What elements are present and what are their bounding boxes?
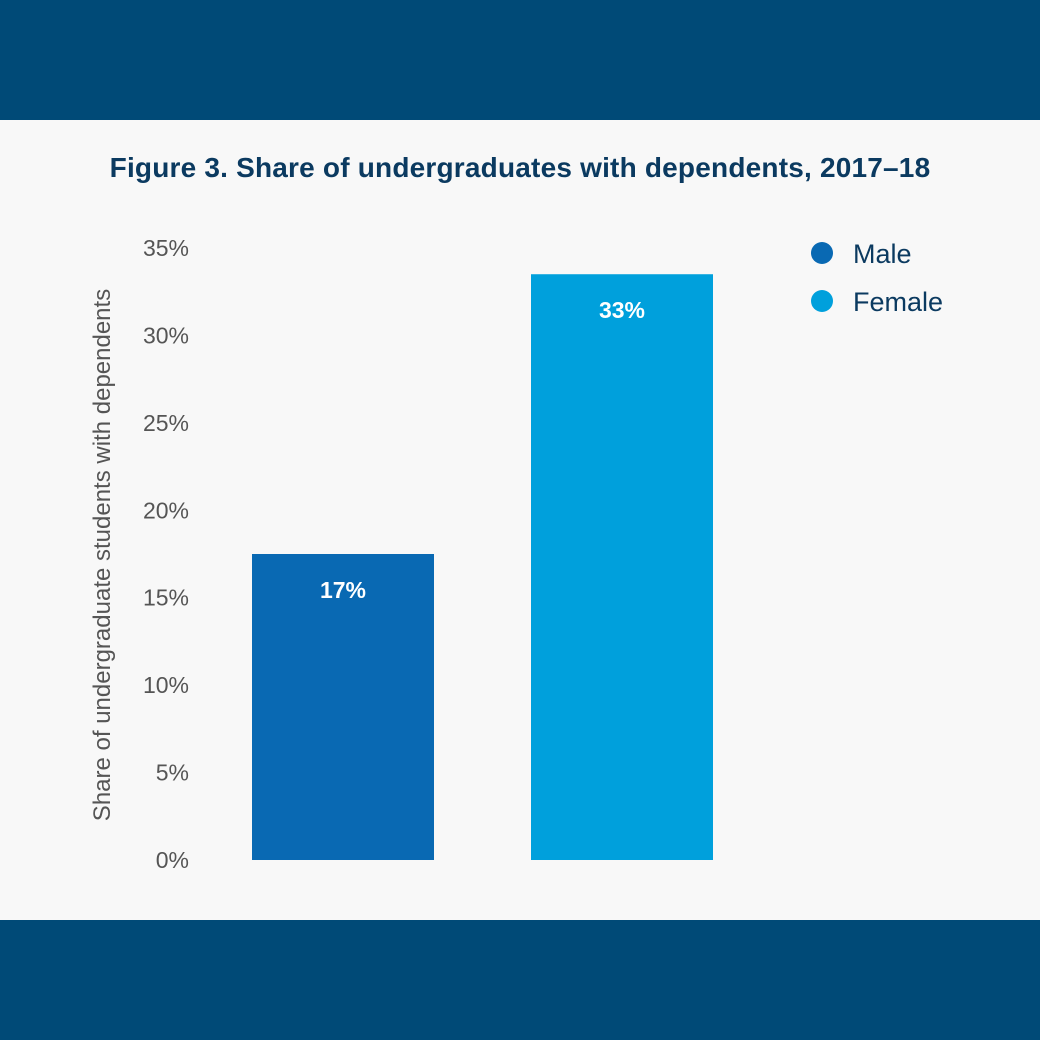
data-label-female: 33% [599,297,645,323]
y-tick-label: 25% [143,410,189,436]
header-band [0,0,1040,120]
y-axis-ticks: 0% 5% 10% 15% 20% 25% 30% 35% [143,235,189,873]
legend-marker-female [811,290,833,312]
legend-label-female: Female [853,287,943,317]
data-label-male: 17% [320,577,366,603]
y-tick-label: 35% [143,235,189,261]
bar-female [531,274,713,860]
y-tick-label: 20% [143,497,189,523]
y-tick-label: 5% [156,760,189,786]
footer-band [0,920,1040,1040]
legend: Male Female [811,239,943,317]
y-tick-label: 0% [156,847,189,873]
legend-marker-male [811,242,833,264]
chart-title: Figure 3. Share of undergraduates with d… [109,152,931,183]
y-axis-title: Share of undergraduate students with dep… [89,289,116,821]
bar-data-labels: 17% 33% [320,297,645,603]
legend-label-male: Male [853,239,912,269]
y-tick-label: 10% [143,672,189,698]
y-tick-label: 30% [143,322,189,348]
chart-panel [0,120,1040,920]
bar-male [252,554,434,860]
bars [252,274,713,860]
y-tick-label: 15% [143,585,189,611]
